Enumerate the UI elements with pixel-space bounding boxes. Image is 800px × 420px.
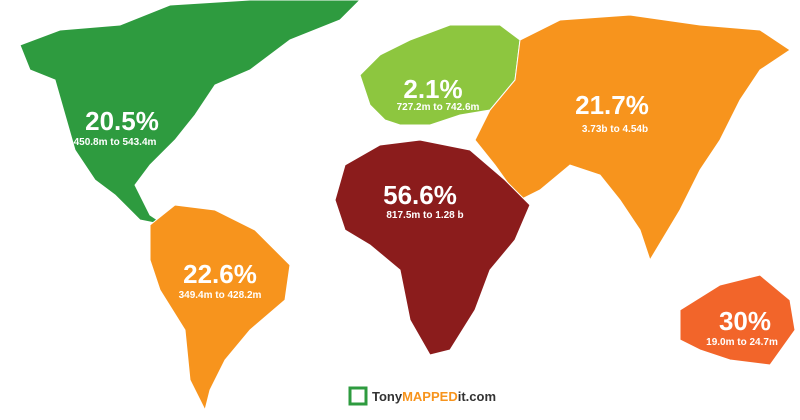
region-change: 20.5% <box>85 106 159 136</box>
region-range: 349.4m to 428.2m <box>179 290 262 301</box>
region-change: 21.7% <box>575 90 649 120</box>
logo-icon <box>348 386 368 406</box>
south-america <box>149 204 291 412</box>
asia <box>474 14 791 262</box>
region-range: 19.0m to 24.7m <box>706 337 778 348</box>
north-america <box>19 0 361 226</box>
brand-prefix: Tony <box>372 389 403 404</box>
region-change: 2.1% <box>403 74 462 104</box>
brand-logo: TonyMAPPEDit.com <box>348 386 496 406</box>
region-change: 56.6% <box>383 180 457 210</box>
region-change: 30% <box>719 306 771 336</box>
region-range: 817.5m to 1.28 b <box>386 210 463 221</box>
region-range: 3.73b to 4.54b <box>582 124 648 135</box>
region-range: 450.8m to 543.4m <box>74 137 157 148</box>
brand-suffix: it.com <box>458 389 496 404</box>
brand-highlight: MAPPED <box>402 389 458 404</box>
region-range: 727.2m to 742.6m <box>397 102 480 113</box>
africa <box>334 139 531 356</box>
australia <box>679 274 796 366</box>
brand-text: TonyMAPPEDit.com <box>372 389 496 404</box>
region-change: 22.6% <box>183 259 257 289</box>
